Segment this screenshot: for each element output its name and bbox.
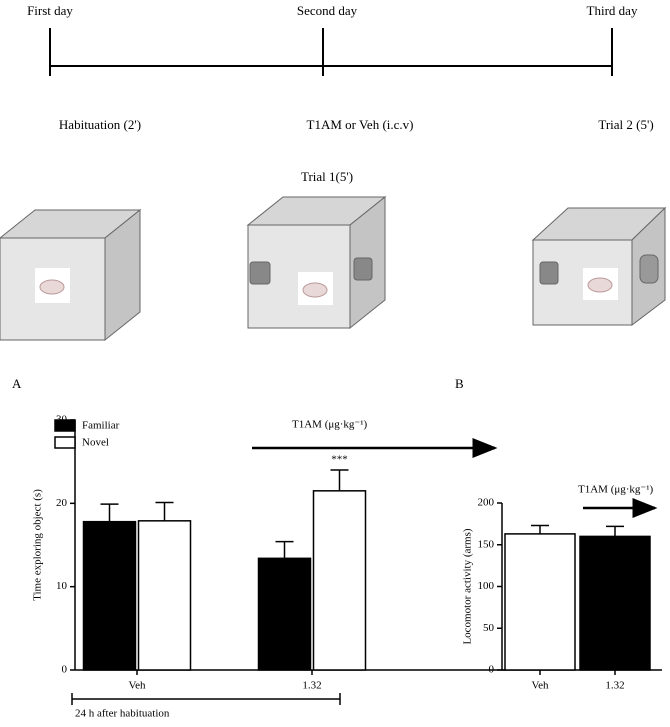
y-tick-label: 150 bbox=[478, 538, 495, 550]
event-label: Habituation (2') bbox=[59, 117, 141, 132]
event-label: Trial 1(5') bbox=[301, 169, 353, 184]
x-tick-label: Veh bbox=[531, 680, 549, 692]
bar bbox=[312, 490, 367, 671]
arena bbox=[531, 206, 667, 327]
legend-label: Familiar bbox=[82, 420, 120, 432]
dose-label: T1AM (μg·kg⁻¹) bbox=[292, 419, 368, 431]
event-label: Trial 2 (5') bbox=[598, 117, 653, 132]
legend-label: Novel bbox=[82, 437, 109, 449]
x-tick-label: 1.32 bbox=[605, 680, 624, 692]
bar bbox=[82, 520, 137, 671]
bar bbox=[257, 557, 312, 671]
dose-label: T1AM (μg·kg⁻¹) bbox=[578, 484, 654, 496]
y-tick-label: 20 bbox=[56, 497, 68, 509]
y-axis-label: Locomotor activity (arms) bbox=[462, 528, 474, 644]
footnote: 24 h after habituation bbox=[75, 708, 170, 720]
day-label: Second day bbox=[297, 3, 358, 18]
x-tick-label: Veh bbox=[128, 680, 146, 692]
x-tick-label: 1.32 bbox=[302, 680, 321, 692]
significance-label: *** bbox=[331, 454, 348, 466]
arenas bbox=[0, 195, 667, 342]
y-tick-label: 50 bbox=[483, 622, 495, 634]
event-label: T1AM or Veh (i.c.v) bbox=[307, 117, 414, 132]
y-tick-label: 0 bbox=[62, 664, 68, 676]
panel-label: B bbox=[455, 376, 464, 391]
bar bbox=[137, 520, 192, 671]
arena bbox=[0, 208, 142, 342]
y-axis-label: Time exploring object (s) bbox=[32, 489, 44, 601]
legend-swatch bbox=[54, 436, 76, 449]
bar bbox=[504, 533, 576, 671]
panel-label: A bbox=[12, 376, 22, 391]
day-label: Third day bbox=[587, 3, 638, 18]
bar bbox=[579, 535, 651, 671]
y-tick-label: 0 bbox=[489, 664, 495, 676]
y-tick-label: 200 bbox=[478, 497, 495, 509]
y-tick-label: 10 bbox=[56, 580, 68, 592]
timeline: First day Second day Third day Habituati… bbox=[27, 3, 654, 184]
y-tick-label: 100 bbox=[478, 580, 495, 592]
day-label: First day bbox=[27, 3, 73, 18]
legend-swatch bbox=[54, 419, 76, 432]
arena bbox=[246, 195, 387, 330]
